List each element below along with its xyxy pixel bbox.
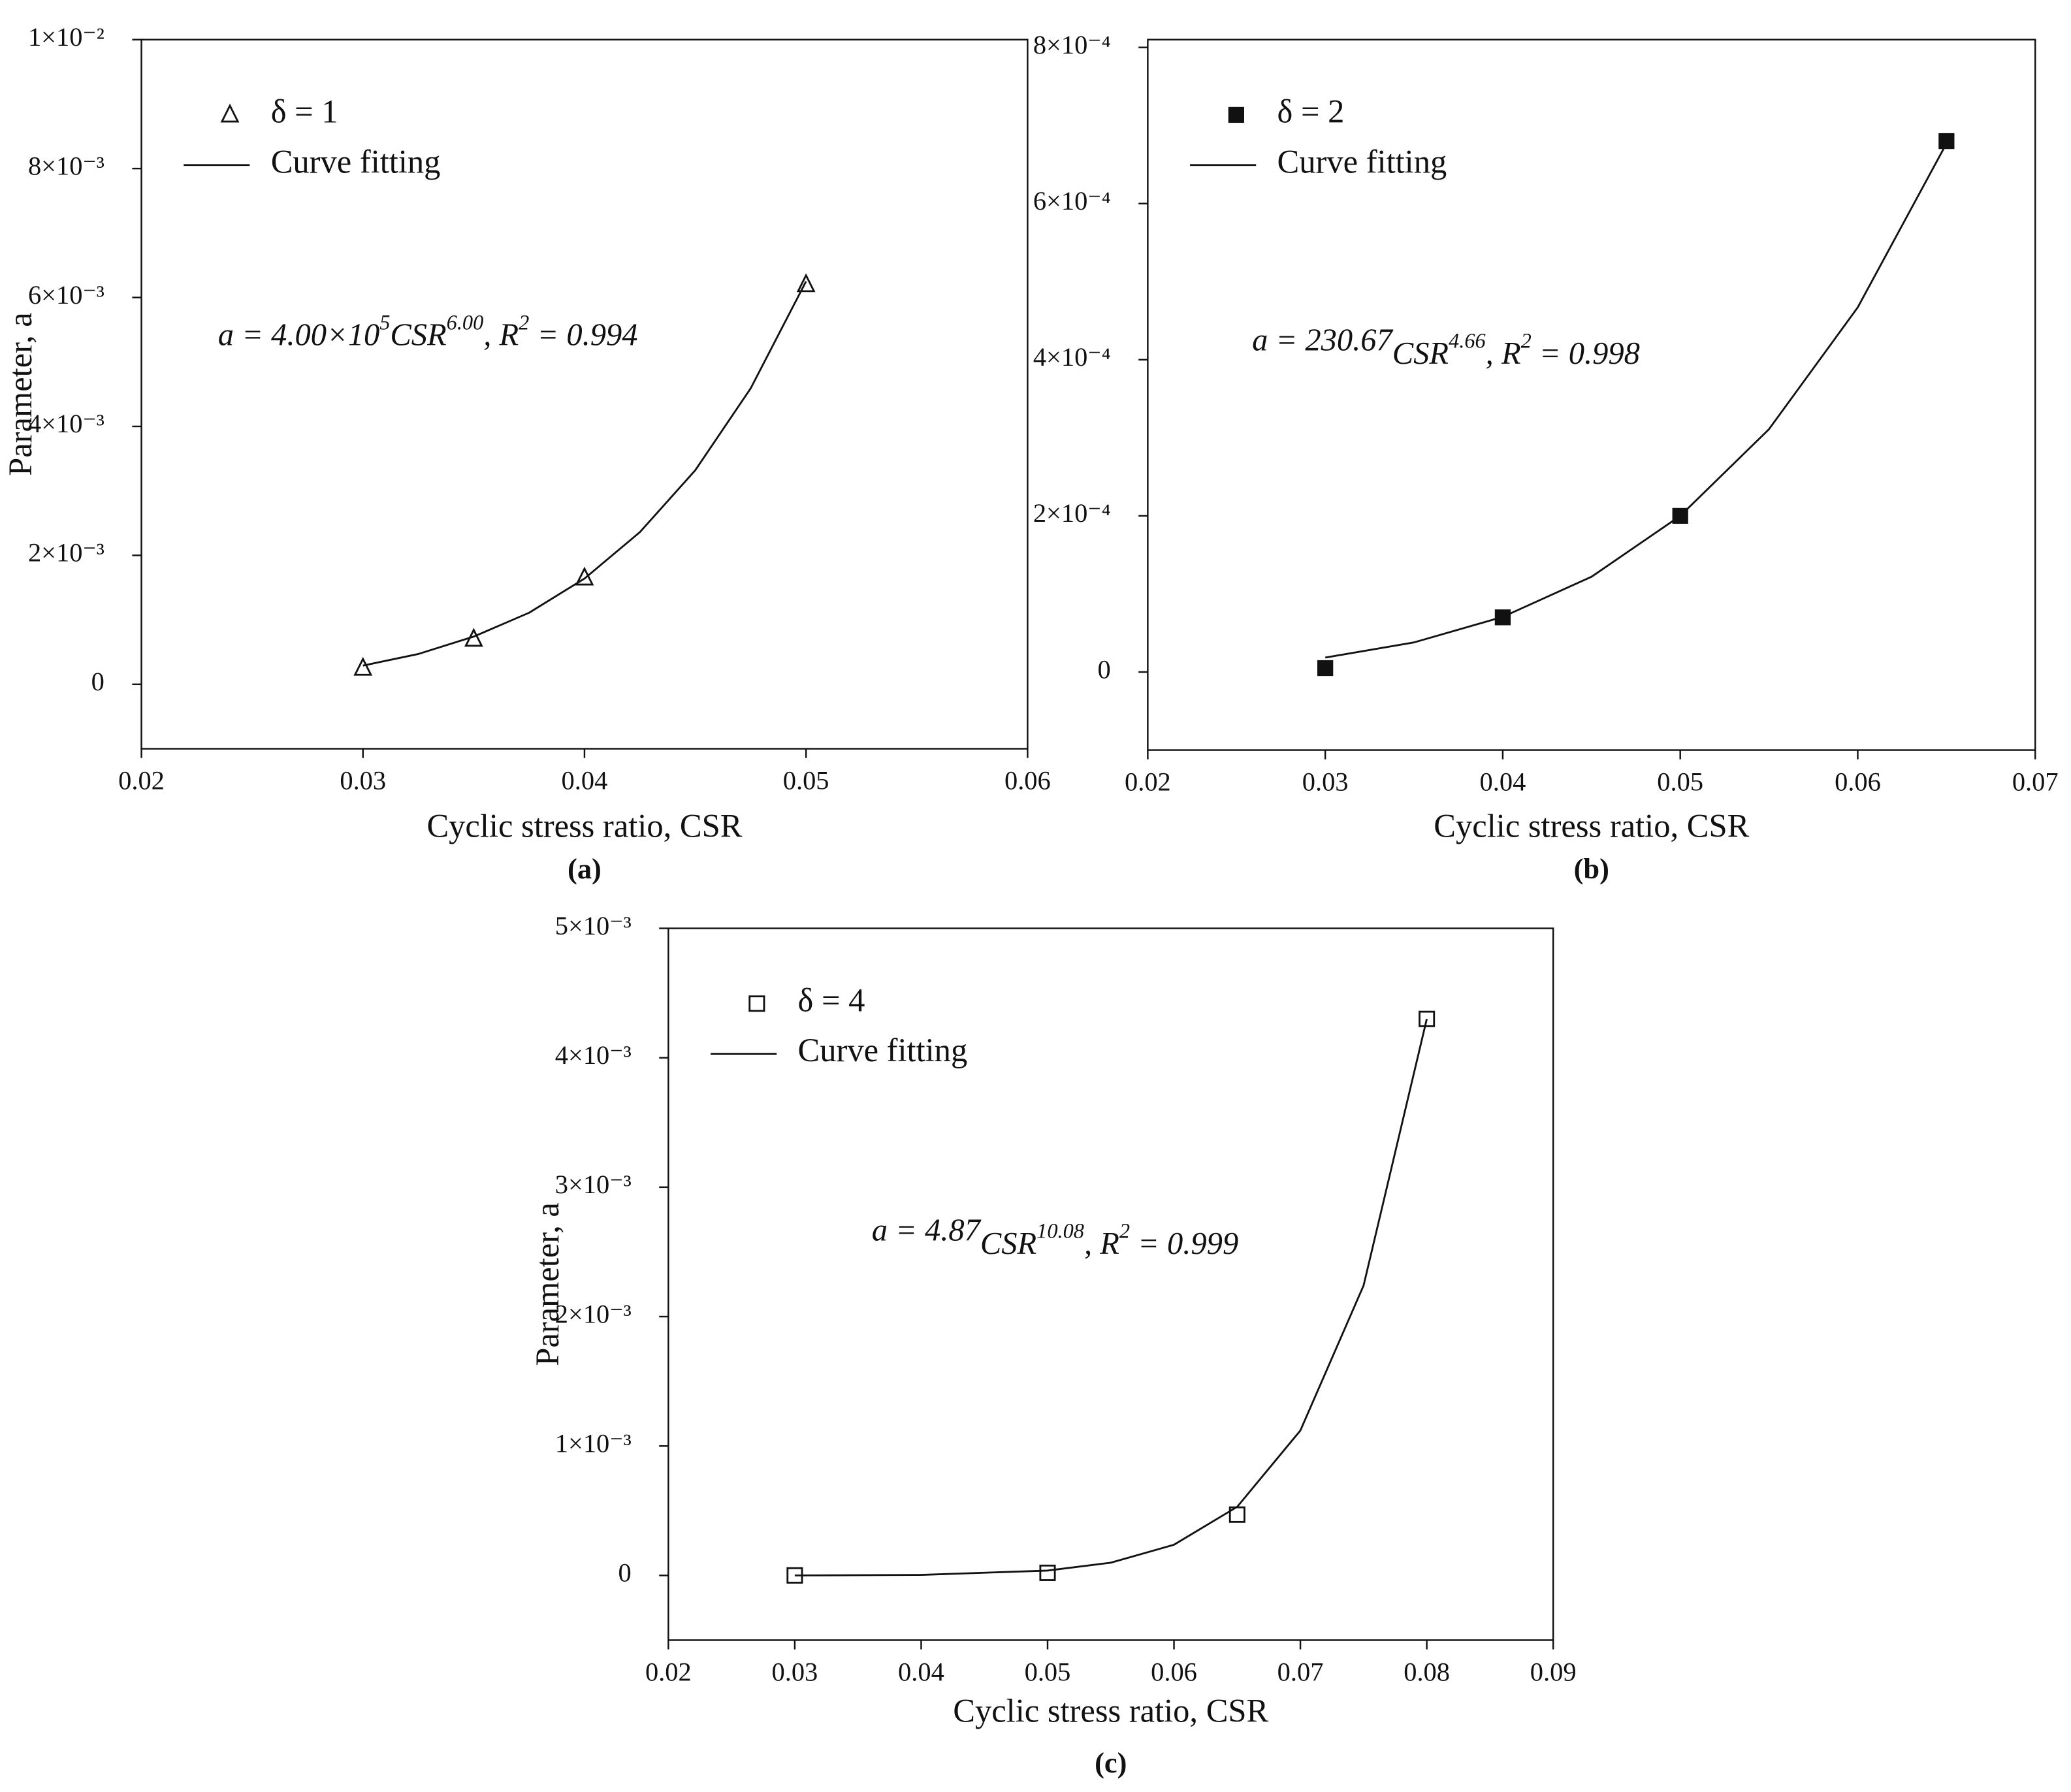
equation: a = 4.87​CSR10.08​, R2​ = 0.999 — [872, 1213, 1238, 1261]
marker — [575, 566, 594, 586]
x-tick-label: 0.05 — [1657, 767, 1703, 796]
legend-label: δ = 4 — [798, 982, 865, 1018]
y-tick-label: 6×10⁻⁴ — [1033, 186, 1111, 216]
equation: a = 4.00×105​CSR6.00​, R2​ = 0.994 — [218, 311, 638, 353]
x-axis-label: Cyclic stress ratio, CSR — [953, 1692, 1268, 1729]
legend-label: δ = 2 — [1277, 93, 1345, 130]
x-tick-label: 0.07 — [2012, 767, 2059, 796]
y-axis-label: Parameter, a — [2, 312, 39, 476]
y-tick-label: 4×10⁻⁴ — [1033, 342, 1111, 372]
equation: a = 230.67​CSR4.66​, R2​ = 0.998 — [1252, 323, 1640, 371]
legend-label: Curve fitting — [271, 143, 441, 180]
panel-label: (b) — [1574, 852, 1609, 885]
y-tick-label: 8×10⁻³ — [28, 151, 104, 180]
equation-sup: 2 — [1521, 329, 1532, 353]
legend-marker — [748, 995, 765, 1012]
legend-label: Curve fitting — [1277, 143, 1447, 180]
equation-part: CSR — [980, 1226, 1036, 1261]
x-tick-label: 0.02 — [118, 765, 165, 795]
x-tick-label: 0.04 — [562, 765, 608, 795]
equation-sup: 6.00 — [447, 311, 484, 334]
legend-marker — [220, 103, 240, 123]
y-tick-label: 2×10⁻³ — [28, 538, 104, 568]
marker — [796, 273, 816, 293]
panel-label: (c) — [1095, 1746, 1127, 1779]
x-tick-label: 0.05 — [783, 765, 829, 795]
x-axis-label: Cyclic stress ratio, CSR — [426, 807, 742, 844]
marker — [1317, 660, 1334, 677]
x-tick-label: 0.06 — [1004, 765, 1051, 795]
equation-sup: 2 — [519, 311, 529, 334]
x-tick-label: 0.06 — [1835, 767, 1881, 796]
equation-sup: 10.08 — [1036, 1219, 1084, 1243]
y-tick-label: 4×10⁻³ — [28, 409, 104, 438]
y-tick-label: 1×10⁻² — [28, 22, 104, 52]
y-tick-label: 2×10⁻⁴ — [1033, 498, 1111, 528]
y-tick-label: 1×10⁻³ — [555, 1428, 632, 1458]
x-tick-label: 0.09 — [1530, 1657, 1577, 1686]
equation-sup: 5 — [379, 311, 390, 334]
equation-part: , R — [1084, 1226, 1119, 1261]
x-tick-label: 0.08 — [1404, 1657, 1450, 1686]
x-tick-label: 0.03 — [772, 1657, 818, 1686]
equation-part: CSR — [1392, 336, 1449, 371]
x-tick-label: 0.02 — [1125, 767, 1171, 796]
y-tick-label: 5×10⁻³ — [555, 911, 632, 940]
equation-sup: 2 — [1119, 1219, 1130, 1243]
y-tick-label: 3×10⁻³ — [555, 1170, 632, 1199]
y-tick-label: 0 — [1098, 654, 1111, 684]
legend-label: δ = 1 — [271, 93, 338, 130]
x-tick-label: 0.07 — [1277, 1657, 1324, 1686]
x-tick-label: 0.02 — [645, 1657, 692, 1686]
fit-curve — [794, 1018, 1428, 1576]
equation-part: a = 4.00×10 — [218, 318, 379, 353]
legend-label: Curve fitting — [798, 1032, 968, 1068]
marker — [353, 656, 373, 676]
x-tick-label: 0.03 — [340, 765, 386, 795]
equation-part: , R — [1486, 336, 1521, 371]
marker — [1039, 1564, 1056, 1581]
x-axis-label: Cyclic stress ratio, CSR — [1434, 807, 1749, 844]
y-tick-label: 4×10⁻³ — [555, 1040, 632, 1070]
equation-part: = 0.994 — [529, 318, 637, 353]
fit-curve — [362, 281, 807, 667]
x-tick-label: 0.03 — [1302, 767, 1349, 796]
equation-part: a = 230.67 — [1252, 323, 1393, 358]
equation-part: a = 4.87 — [872, 1213, 982, 1248]
y-axis-label: Parameter, a — [529, 1202, 566, 1366]
y-tick-label: 0 — [618, 1558, 632, 1588]
legend-marker — [1228, 106, 1244, 123]
equation-part: = 0.999 — [1130, 1226, 1238, 1261]
equation-sup: 4.66 — [1449, 329, 1486, 353]
plot-frame — [667, 927, 1554, 1641]
x-tick-label: 0.05 — [1025, 1657, 1071, 1686]
y-tick-label: 0 — [91, 667, 104, 696]
y-tick-label: 6×10⁻³ — [28, 280, 104, 310]
equation-part: = 0.998 — [1532, 336, 1640, 371]
panel-label: (a) — [568, 852, 602, 885]
y-tick-label: 2×10⁻³ — [555, 1299, 632, 1328]
fit-curve — [1324, 142, 1948, 659]
x-tick-label: 0.06 — [1151, 1657, 1197, 1686]
marker — [1419, 1010, 1436, 1027]
x-tick-label: 0.04 — [1480, 767, 1526, 796]
equation-part: CSR — [390, 318, 446, 353]
x-tick-label: 0.04 — [898, 1657, 944, 1686]
marker — [1938, 133, 1955, 150]
y-tick-label: 8×10⁻⁴ — [1033, 30, 1111, 59]
plot-frame — [1147, 39, 2036, 751]
equation-part: , R — [483, 318, 519, 353]
